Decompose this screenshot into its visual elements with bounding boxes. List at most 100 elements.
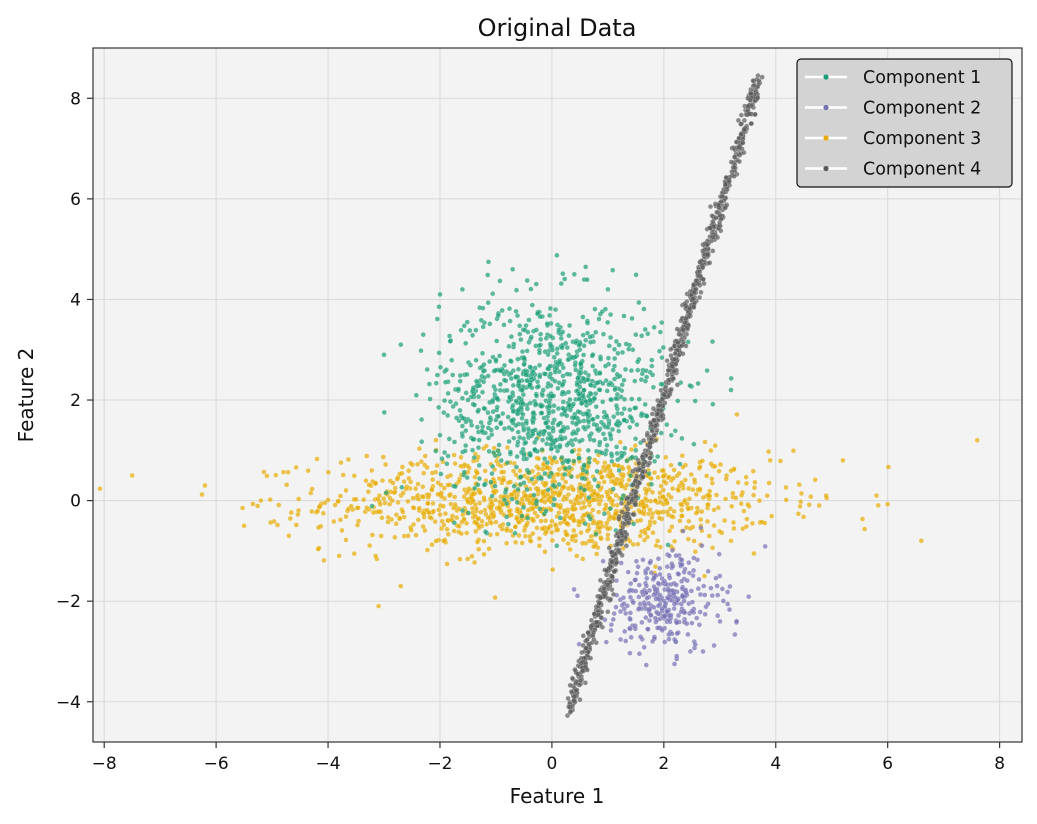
legend-label-component-4: Component 4 <box>863 160 981 180</box>
data-point-component-3 <box>783 484 789 490</box>
data-point-component-3 <box>440 503 446 509</box>
data-point-component-1 <box>489 432 495 438</box>
data-point-component-4 <box>634 473 640 479</box>
data-point-component-2 <box>645 626 651 632</box>
data-point-component-1 <box>657 329 663 335</box>
data-point-component-2 <box>651 604 657 610</box>
data-point-component-3 <box>656 515 662 521</box>
data-point-component-4 <box>588 623 594 629</box>
data-point-component-3 <box>573 533 579 539</box>
data-point-component-1 <box>493 417 499 423</box>
data-point-component-1 <box>505 414 511 420</box>
data-point-component-1 <box>562 465 568 472</box>
data-point-component-1 <box>624 458 630 464</box>
data-point-component-3 <box>409 462 415 468</box>
data-point-component-1 <box>629 454 635 460</box>
data-point-component-1 <box>457 378 463 384</box>
data-point-component-1 <box>470 436 476 442</box>
data-point-component-1 <box>515 486 521 492</box>
data-point-component-3 <box>543 518 549 524</box>
data-point-component-3 <box>875 502 881 508</box>
data-point-component-3 <box>530 518 536 524</box>
data-point-component-1 <box>710 401 716 407</box>
data-point-component-3 <box>592 457 598 463</box>
data-point-component-4 <box>594 619 600 625</box>
data-point-component-1 <box>459 395 465 401</box>
data-point-component-1 <box>536 343 542 349</box>
data-point-component-3 <box>430 477 436 483</box>
data-point-component-1 <box>539 392 545 398</box>
data-point-component-3 <box>408 527 414 533</box>
data-point-component-2 <box>636 605 642 611</box>
data-point-component-2 <box>657 571 663 577</box>
data-point-component-2 <box>571 586 577 592</box>
data-point-component-3 <box>469 505 476 511</box>
data-point-component-3 <box>199 491 205 498</box>
data-point-component-1 <box>602 363 609 369</box>
data-point-component-3 <box>709 476 715 482</box>
data-point-component-1 <box>728 375 734 381</box>
data-point-component-1 <box>627 407 633 413</box>
data-point-component-1 <box>523 372 529 378</box>
data-point-component-3 <box>320 510 326 516</box>
data-point-component-2 <box>713 575 719 581</box>
data-point-component-3 <box>376 603 382 609</box>
data-point-component-3 <box>660 501 666 507</box>
data-point-component-3 <box>392 534 398 540</box>
data-point-component-1 <box>461 323 467 329</box>
data-point-component-1 <box>381 409 387 415</box>
data-point-component-1 <box>610 367 616 373</box>
data-point-component-3 <box>383 461 389 468</box>
data-point-component-3 <box>591 544 597 550</box>
data-point-component-1 <box>587 516 593 522</box>
data-point-component-1 <box>481 379 487 385</box>
data-point-component-3 <box>580 556 586 562</box>
data-point-component-1 <box>622 445 628 451</box>
data-point-component-4 <box>690 296 696 302</box>
legend-marker-component-1 <box>823 74 829 80</box>
data-point-component-2 <box>673 582 679 588</box>
data-point-component-3 <box>717 528 723 534</box>
data-point-component-3 <box>704 518 711 524</box>
data-point-component-3 <box>458 531 464 537</box>
data-point-component-3 <box>650 510 656 517</box>
data-point-component-1 <box>533 281 539 287</box>
data-point-component-3 <box>671 538 678 544</box>
data-point-component-3 <box>649 489 656 495</box>
data-point-component-1 <box>490 463 496 469</box>
data-point-component-4 <box>741 126 748 132</box>
data-point-component-1 <box>587 334 593 340</box>
data-point-component-4 <box>603 568 610 574</box>
data-point-component-1 <box>463 340 469 346</box>
data-point-component-2 <box>634 570 640 576</box>
data-point-component-3 <box>351 551 357 557</box>
data-point-component-1 <box>665 542 671 548</box>
data-point-component-3 <box>582 504 588 510</box>
data-point-component-2 <box>687 648 693 654</box>
data-point-component-1 <box>566 440 572 446</box>
data-point-component-1 <box>659 355 665 361</box>
data-point-component-1 <box>554 543 560 549</box>
data-point-component-1 <box>615 410 621 416</box>
data-point-component-4 <box>640 474 646 480</box>
data-point-component-3 <box>481 538 487 544</box>
data-point-component-3 <box>388 489 394 495</box>
data-point-component-1 <box>533 401 539 407</box>
data-point-component-1 <box>576 391 582 397</box>
data-point-component-2 <box>690 573 696 579</box>
data-point-component-3 <box>708 461 714 467</box>
data-point-component-1 <box>485 435 492 441</box>
data-point-component-2 <box>625 569 631 575</box>
data-point-component-3 <box>451 528 457 534</box>
data-point-component-3 <box>571 518 577 524</box>
data-point-component-1 <box>585 447 591 453</box>
data-point-component-1 <box>548 470 554 476</box>
data-point-component-3 <box>605 526 611 532</box>
data-point-component-3 <box>735 479 741 486</box>
data-point-component-1 <box>550 425 556 431</box>
data-point-component-3 <box>499 469 505 475</box>
data-point-component-4 <box>756 78 762 84</box>
data-point-component-1 <box>494 404 500 410</box>
data-point-component-3 <box>335 498 341 504</box>
data-point-component-3 <box>494 458 500 464</box>
